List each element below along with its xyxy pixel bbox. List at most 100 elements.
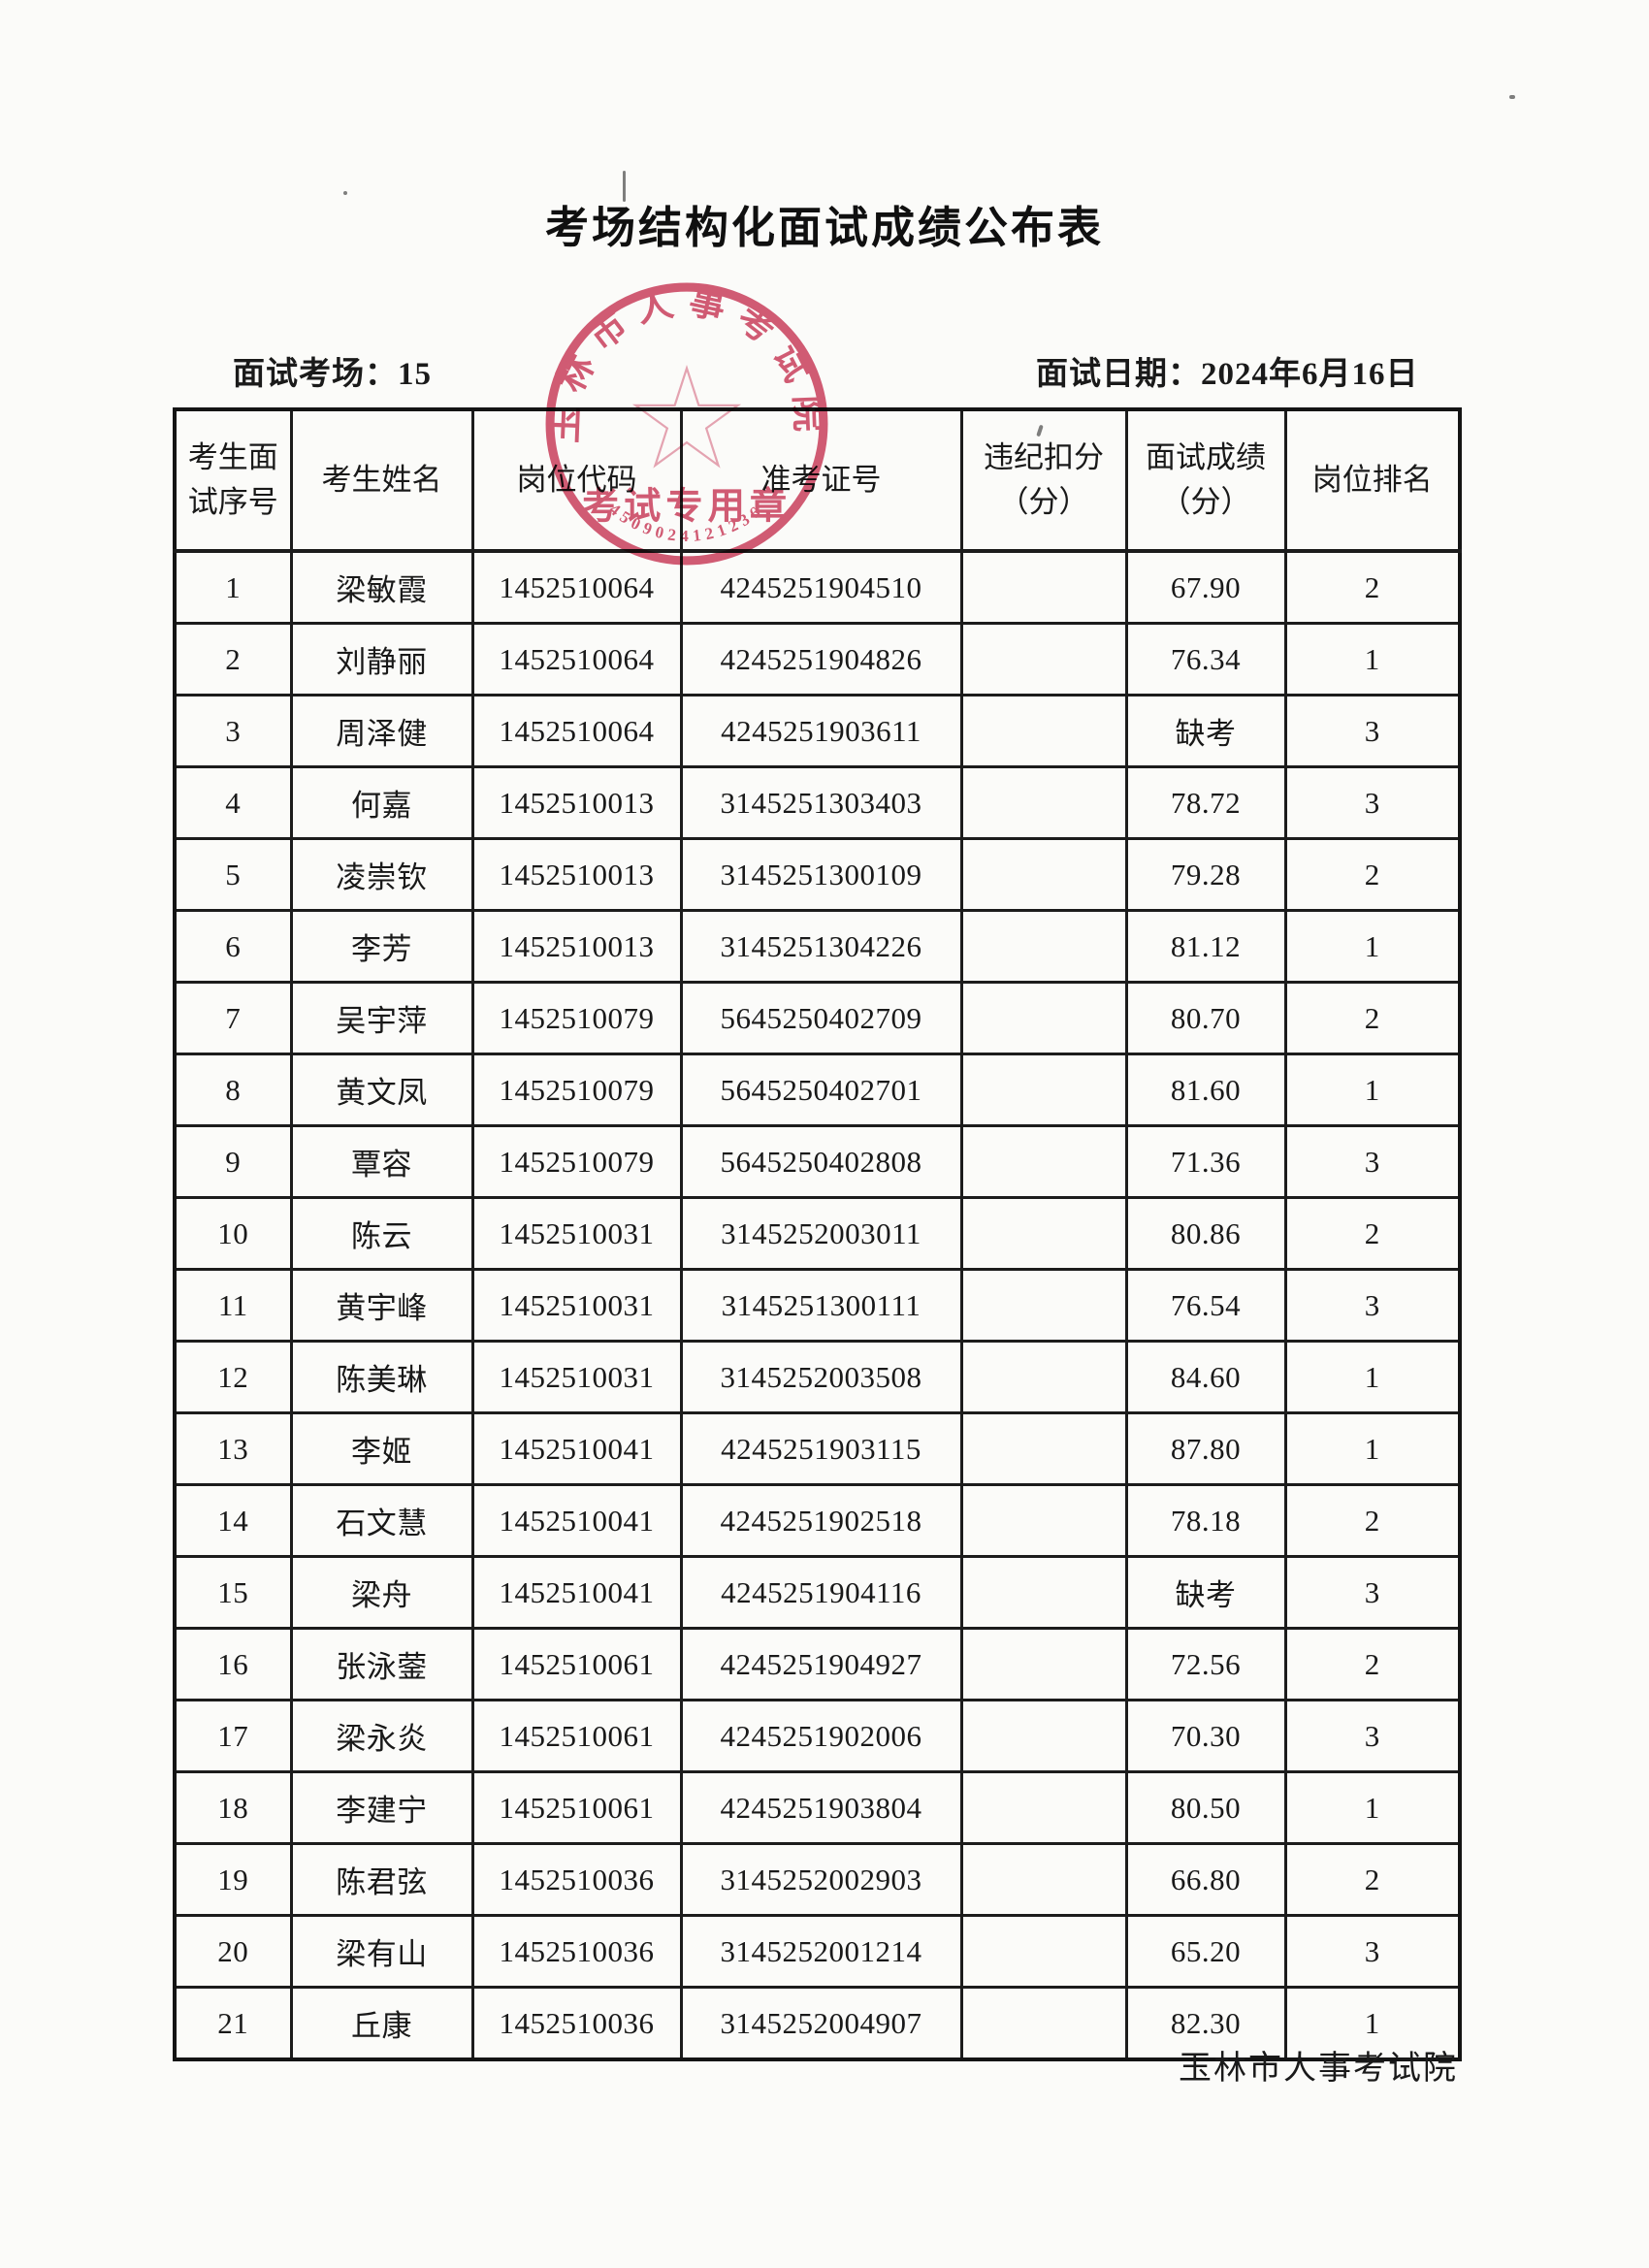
- table-cell: 梁舟: [289, 1555, 474, 1630]
- page-title: 考场结构化面试成绩公布表: [544, 202, 1104, 253]
- table-row: 1 梁敏霞 1452510064 4245251904510 67.90 2: [173, 549, 1462, 625]
- table-cell: [959, 1340, 1128, 1414]
- table-cell: 陈君弦: [289, 1842, 474, 1917]
- table-cell: 78.72: [1124, 765, 1287, 840]
- column-header: 面试成绩 （分）: [1124, 407, 1287, 553]
- table-cell: 李姬: [289, 1411, 474, 1486]
- table-cell: 3: [1283, 1555, 1462, 1630]
- table-cell: 3145252001214: [679, 1914, 963, 1989]
- table-cell: 79.28: [1124, 837, 1287, 912]
- table-cell: 3: [1283, 1268, 1462, 1343]
- table-row: 8 黄文凤 1452510079 5645250402701 81.60 1: [173, 1053, 1462, 1127]
- table-cell: 1: [1283, 1340, 1462, 1414]
- table-row: 15 梁舟 1452510041 4245251904116 缺考 3: [173, 1555, 1462, 1630]
- table-cell: 2: [1283, 1196, 1462, 1271]
- column-header: 岗位排名: [1283, 407, 1462, 553]
- table-cell: 1452510079: [470, 1124, 683, 1199]
- interview-room-label: 面试考场：15: [233, 357, 432, 392]
- table-cell: [959, 1196, 1128, 1271]
- column-header: 违纪扣分 （分）: [959, 407, 1128, 553]
- table-cell: 11: [173, 1268, 293, 1343]
- table-cell: 石文慧: [289, 1483, 474, 1558]
- table-cell: 1452510061: [470, 1699, 683, 1773]
- table-cell: 2: [1283, 981, 1462, 1055]
- table-cell: 3145252003011: [679, 1196, 963, 1271]
- interview-date-label: 面试日期：2024年6月16日: [1036, 357, 1419, 392]
- table-cell: 18: [173, 1770, 293, 1845]
- table-cell: 1452510013: [470, 909, 683, 984]
- table-cell: 12: [173, 1340, 293, 1414]
- table-cell: 1452510036: [470, 1986, 683, 2061]
- table-cell: [959, 1483, 1128, 1558]
- table-row: 3 周泽健 1452510064 4245251903611 缺考 3: [173, 694, 1462, 768]
- table-cell: 3: [1283, 765, 1462, 840]
- table-cell: 丘康: [289, 1986, 474, 2061]
- column-header: 考生姓名: [289, 407, 474, 553]
- table-cell: 3145251300111: [679, 1268, 963, 1343]
- table-cell: 4245251904116: [679, 1555, 963, 1630]
- table-cell: 71.36: [1124, 1124, 1287, 1199]
- column-header: 岗位代码: [470, 407, 683, 553]
- table-cell: 10: [173, 1196, 293, 1271]
- table-cell: 20: [173, 1914, 293, 1989]
- table-cell: 17: [173, 1699, 293, 1773]
- table-cell: 覃容: [289, 1124, 474, 1199]
- table-cell: [959, 1268, 1128, 1343]
- table-cell: [959, 765, 1128, 840]
- table-cell: 3145251300109: [679, 837, 963, 912]
- table-cell: 1452510013: [470, 837, 683, 912]
- table-cell: 21: [173, 1986, 293, 2061]
- table-cell: 72.56: [1124, 1627, 1287, 1701]
- table-cell: 1452510031: [470, 1340, 683, 1414]
- table-row: 9 覃容 1452510079 5645250402808 71.36 3: [173, 1124, 1462, 1199]
- table-row: 19 陈君弦 1452510036 3145252002903 66.80 2: [173, 1842, 1462, 1917]
- table-cell: 1452510036: [470, 1842, 683, 1917]
- table-cell: 2: [1283, 1842, 1462, 1917]
- table-cell: 82.30: [1124, 1986, 1287, 2061]
- table-cell: 3145251304226: [679, 909, 963, 984]
- table-cell: 84.60: [1124, 1340, 1287, 1414]
- table-cell: 1452510061: [470, 1770, 683, 1845]
- table-cell: 4245251902518: [679, 1483, 963, 1558]
- table-cell: [959, 981, 1128, 1055]
- table-cell: 李建宁: [289, 1770, 474, 1845]
- table-cell: 5645250402808: [679, 1124, 963, 1199]
- table-cell: 3: [1283, 1124, 1462, 1199]
- table-cell: 4245251902006: [679, 1699, 963, 1773]
- table-cell: 13: [173, 1411, 293, 1486]
- table-row: 14 石文慧 1452510041 4245251902518 78.18 2: [173, 1483, 1462, 1558]
- table-cell: 1: [1283, 1770, 1462, 1845]
- table-cell: 1: [1283, 1053, 1462, 1127]
- table-cell: 3145252004907: [679, 1986, 963, 2061]
- table-cell: 19: [173, 1842, 293, 1917]
- table-cell: [959, 909, 1128, 984]
- table-cell: 1452510013: [470, 765, 683, 840]
- table-row: 7 吴宇萍 1452510079 5645250402709 80.70 2: [173, 981, 1462, 1055]
- table-cell: 5645250402701: [679, 1053, 963, 1127]
- table-cell: 1452510064: [470, 622, 683, 697]
- table-cell: 6: [173, 909, 293, 984]
- table-cell: 4245251904510: [679, 549, 963, 625]
- table-cell: 周泽健: [289, 694, 474, 768]
- table-cell: 1452510061: [470, 1627, 683, 1701]
- table-cell: [959, 1124, 1128, 1199]
- table-cell: 黄宇峰: [289, 1268, 474, 1343]
- table-cell: 1452510036: [470, 1914, 683, 1989]
- table-row: 5 凌崇钦 1452510013 3145251300109 79.28 2: [173, 837, 1462, 912]
- table-cell: 1452510041: [470, 1555, 683, 1630]
- table-cell: 3: [1283, 694, 1462, 768]
- table-cell: 76.54: [1124, 1268, 1287, 1343]
- scan-speck: [343, 191, 347, 195]
- table-cell: 1452510064: [470, 694, 683, 768]
- table-cell: 3: [173, 694, 293, 768]
- table-cell: 67.90: [1124, 549, 1287, 625]
- table-cell: 15: [173, 1555, 293, 1630]
- column-header: 准考证号: [679, 407, 963, 553]
- table-cell: 陈云: [289, 1196, 474, 1271]
- table-cell: 70.30: [1124, 1699, 1287, 1773]
- scan-speck: [1509, 95, 1515, 99]
- table-cell: 1452510031: [470, 1196, 683, 1271]
- table-cell: 3: [1283, 1914, 1462, 1989]
- table-cell: 65.20: [1124, 1914, 1287, 1989]
